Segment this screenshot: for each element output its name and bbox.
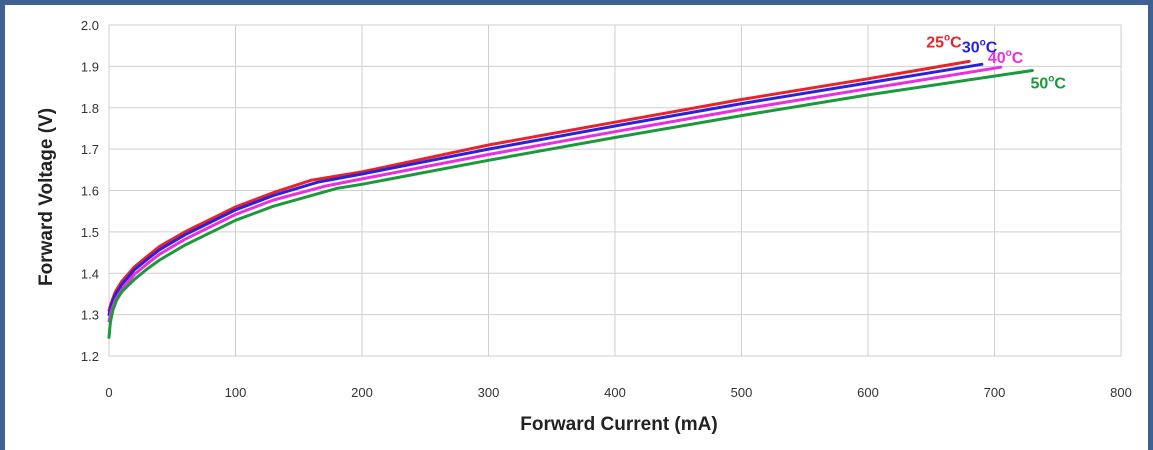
- x-tick-label: 0: [105, 385, 112, 400]
- series-line-25c: [107, 59, 971, 312]
- y-tick-label: 1.3: [81, 308, 99, 323]
- x-axis-title: Forward Current (mA): [520, 414, 717, 435]
- y-tick-label: 1.2: [81, 349, 99, 364]
- x-tick-label: 500: [731, 385, 753, 400]
- x-tick-label: 600: [857, 385, 879, 400]
- y-axis-title: Forward Voltage (V): [36, 108, 57, 286]
- series-label-25c: 25oC: [926, 32, 962, 51]
- forward-voltage-chart: 0 100 200 300 400 500 600 700 800 1.21.31.41.51.…: [36, 18, 1132, 435]
- series-lines: [107, 59, 1034, 339]
- y-tick-label: 1.6: [81, 184, 99, 199]
- x-tick-label: 300: [478, 385, 500, 400]
- y-tick-label: 1.5: [81, 225, 99, 240]
- series-label-40c: 40oC: [988, 48, 1024, 67]
- series-line-30c: [107, 62, 984, 317]
- series-line-50c: [107, 69, 1034, 339]
- x-tick-label: 800: [1110, 385, 1132, 400]
- y-tick-label: 1.7: [81, 142, 99, 157]
- y-tick-labels: 1.2 1.3 1.4 1.5 1.6 1.7 1.8 1.9 2.0: [81, 18, 99, 364]
- grid: [108, 24, 1122, 357]
- y-tick-label: 2.0: [81, 18, 99, 33]
- x-tick-label: 700: [984, 385, 1006, 400]
- x-tick-label: 400: [604, 385, 626, 400]
- x-tick-labels: 0 100 200 300 400 500 600 700 800: [105, 385, 1131, 400]
- y-tick-label: 1.8: [81, 101, 99, 116]
- series-label-30c: 30oC: [962, 37, 998, 56]
- series-label-50c: 50oC: [1030, 74, 1066, 93]
- x-tick-label: 200: [351, 385, 373, 400]
- x-tick-label: 100: [225, 385, 247, 400]
- y-tick-label: 1.9: [81, 59, 99, 74]
- y-tick-label: 1.4: [81, 266, 99, 281]
